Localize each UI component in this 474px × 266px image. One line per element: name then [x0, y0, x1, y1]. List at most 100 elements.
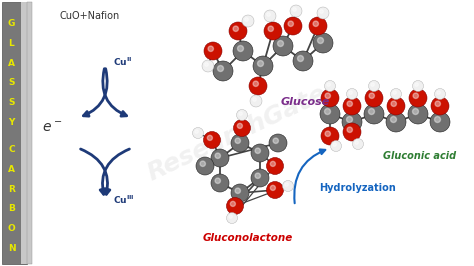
Circle shape [245, 18, 248, 21]
Circle shape [347, 127, 353, 132]
Circle shape [233, 26, 238, 31]
Circle shape [255, 148, 260, 153]
Circle shape [365, 89, 383, 107]
Circle shape [415, 83, 418, 86]
Circle shape [237, 123, 242, 128]
Circle shape [368, 81, 380, 92]
Circle shape [213, 61, 233, 81]
Circle shape [309, 17, 327, 35]
Circle shape [218, 65, 224, 72]
Circle shape [251, 169, 269, 187]
Circle shape [229, 22, 247, 40]
Text: O: O [8, 224, 15, 233]
Text: Hydrolyzation: Hydrolyzation [319, 183, 396, 193]
Circle shape [317, 7, 329, 19]
Text: A: A [8, 59, 15, 68]
Circle shape [391, 117, 396, 123]
Circle shape [293, 51, 313, 71]
Circle shape [255, 173, 260, 178]
Circle shape [393, 91, 396, 94]
Text: N: N [8, 244, 15, 253]
Circle shape [412, 109, 419, 114]
Text: L: L [9, 39, 14, 48]
Circle shape [290, 5, 302, 17]
Circle shape [391, 89, 401, 99]
Circle shape [234, 119, 250, 136]
Circle shape [298, 56, 303, 61]
Circle shape [203, 131, 220, 148]
Circle shape [251, 144, 269, 162]
Circle shape [435, 89, 446, 99]
Circle shape [277, 40, 283, 47]
Circle shape [288, 21, 293, 26]
Circle shape [233, 41, 253, 61]
Circle shape [242, 15, 254, 27]
Circle shape [313, 21, 319, 26]
Circle shape [253, 81, 258, 86]
Circle shape [267, 13, 270, 16]
Circle shape [235, 138, 240, 143]
Circle shape [346, 117, 353, 123]
Circle shape [196, 157, 214, 175]
Circle shape [273, 138, 278, 143]
Circle shape [349, 91, 352, 94]
Text: G: G [8, 19, 15, 28]
Circle shape [285, 183, 288, 186]
Circle shape [368, 109, 374, 114]
Text: Y: Y [9, 118, 15, 127]
Circle shape [239, 112, 242, 115]
Circle shape [325, 93, 330, 98]
Circle shape [283, 181, 293, 192]
Circle shape [430, 112, 450, 132]
Circle shape [435, 101, 440, 106]
Circle shape [205, 63, 208, 66]
Circle shape [273, 36, 293, 56]
Circle shape [412, 81, 423, 92]
Circle shape [391, 101, 396, 106]
Text: S: S [8, 78, 15, 87]
Circle shape [435, 117, 440, 123]
Circle shape [386, 112, 406, 132]
Circle shape [215, 178, 220, 184]
Circle shape [270, 161, 275, 167]
Circle shape [325, 131, 330, 136]
Circle shape [253, 98, 256, 101]
Text: Gluconic acid: Gluconic acid [383, 151, 456, 161]
Circle shape [227, 197, 244, 214]
Circle shape [437, 91, 440, 94]
Circle shape [284, 17, 302, 35]
Circle shape [325, 109, 330, 114]
Circle shape [413, 93, 419, 98]
Circle shape [215, 153, 220, 159]
Circle shape [235, 188, 240, 193]
Circle shape [257, 60, 264, 66]
Circle shape [229, 215, 232, 218]
Circle shape [211, 149, 229, 167]
Circle shape [266, 181, 283, 198]
Circle shape [408, 104, 428, 124]
Circle shape [266, 157, 283, 174]
Circle shape [342, 112, 362, 132]
Circle shape [343, 123, 361, 141]
Bar [27, 2, 32, 264]
Circle shape [227, 213, 237, 223]
Text: S: S [8, 98, 15, 107]
Circle shape [321, 89, 339, 107]
Circle shape [371, 83, 374, 86]
Text: B: B [8, 204, 15, 213]
Circle shape [231, 134, 249, 152]
Circle shape [264, 22, 282, 40]
Bar [21, 2, 27, 264]
Circle shape [270, 185, 275, 190]
Circle shape [195, 130, 198, 133]
Text: C: C [8, 145, 15, 154]
Circle shape [333, 143, 336, 146]
Text: CuO+Nafion: CuO+Nafion [60, 11, 120, 21]
Circle shape [237, 45, 244, 52]
Circle shape [347, 101, 353, 106]
Text: Gluconolactone: Gluconolactone [203, 233, 293, 243]
Circle shape [208, 46, 213, 51]
Circle shape [327, 83, 330, 86]
Circle shape [268, 26, 273, 31]
Circle shape [264, 10, 276, 22]
